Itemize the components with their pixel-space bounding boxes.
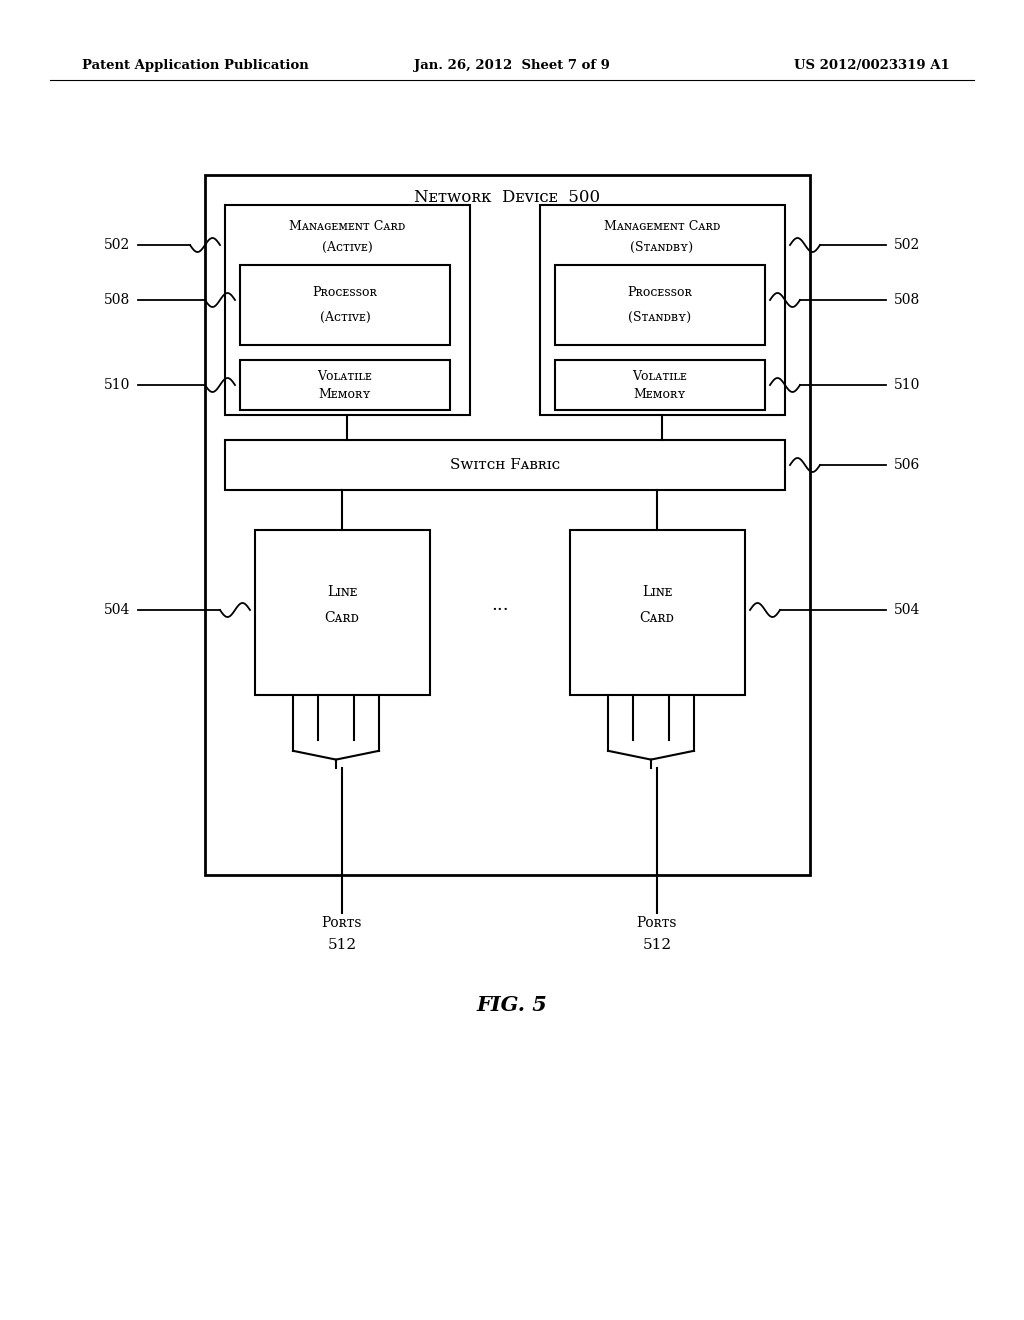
Text: 508: 508 bbox=[894, 293, 921, 308]
Text: 502: 502 bbox=[894, 238, 921, 252]
Text: 508: 508 bbox=[103, 293, 130, 308]
Text: 510: 510 bbox=[103, 378, 130, 392]
Bar bbox=[555, 360, 765, 411]
Text: 506: 506 bbox=[894, 458, 921, 473]
Bar bbox=[240, 265, 450, 345]
Text: Lɪɴᴇ: Lɪɴᴇ bbox=[327, 585, 357, 599]
Text: Lɪɴᴇ: Lɪɴᴇ bbox=[642, 585, 672, 599]
Bar bbox=[570, 531, 745, 696]
Text: Mᴀɴᴀɢᴇᴍᴇɴᴛ Cᴀʀᴅ: Mᴀɴᴀɢᴇᴍᴇɴᴛ Cᴀʀᴅ bbox=[604, 220, 720, 234]
Bar bbox=[255, 531, 430, 696]
Text: Vᴏʟᴀᴛɪʟᴇ: Vᴏʟᴀᴛɪʟᴇ bbox=[317, 370, 373, 383]
Bar bbox=[225, 205, 470, 414]
Text: Mᴇᴍᴏʀʏ: Mᴇᴍᴏʀʏ bbox=[634, 388, 686, 400]
Text: Mᴀɴᴀɢᴇᴍᴇɴᴛ Cᴀʀᴅ: Mᴀɴᴀɢᴇᴍᴇɴᴛ Cᴀʀᴅ bbox=[289, 220, 406, 234]
Bar bbox=[540, 205, 785, 414]
Text: 504: 504 bbox=[103, 603, 130, 616]
Bar bbox=[555, 265, 765, 345]
Text: 512: 512 bbox=[328, 939, 356, 952]
Text: ...: ... bbox=[492, 597, 509, 614]
Text: Cᴀʀᴅ: Cᴀʀᴅ bbox=[640, 611, 675, 624]
Bar bbox=[225, 440, 785, 490]
Text: (Aᴄᴛɪᴠᴇ): (Aᴄᴛɪᴠᴇ) bbox=[322, 240, 373, 253]
Text: Patent Application Publication: Patent Application Publication bbox=[82, 58, 309, 71]
Text: 504: 504 bbox=[894, 603, 921, 616]
Bar bbox=[240, 360, 450, 411]
Text: 512: 512 bbox=[642, 939, 672, 952]
Text: Nᴇᴛᴡᴏʀᴋ  Dᴇᴠɪᴄᴇ  500: Nᴇᴛᴡᴏʀᴋ Dᴇᴠɪᴄᴇ 500 bbox=[414, 189, 600, 206]
Text: Vᴏʟᴀᴛɪʟᴇ: Vᴏʟᴀᴛɪʟᴇ bbox=[633, 370, 687, 383]
Text: (Sᴛᴀɴᴅʙʏ): (Sᴛᴀɴᴅʙʏ) bbox=[631, 240, 693, 253]
Text: Pᴏʀᴛs: Pᴏʀᴛs bbox=[637, 916, 677, 931]
Text: Sᴡɪᴛᴄʜ Fᴀʙʀɪᴄ: Sᴡɪᴛᴄʜ Fᴀʙʀɪᴄ bbox=[450, 458, 560, 473]
Text: Pᴏʀᴛs: Pᴏʀᴛs bbox=[322, 916, 362, 931]
Text: US 2012/0023319 A1: US 2012/0023319 A1 bbox=[795, 58, 950, 71]
Text: (Sᴛᴀɴᴅʙʏ): (Sᴛᴀɴᴅʙʏ) bbox=[629, 310, 691, 323]
Text: Pʀᴏᴄᴇssᴏʀ: Pʀᴏᴄᴇssᴏʀ bbox=[312, 286, 378, 300]
Text: Pʀᴏᴄᴇssᴏʀ: Pʀᴏᴄᴇssᴏʀ bbox=[628, 286, 692, 300]
Text: Jan. 26, 2012  Sheet 7 of 9: Jan. 26, 2012 Sheet 7 of 9 bbox=[414, 58, 610, 71]
Text: Cᴀʀᴅ: Cᴀʀᴅ bbox=[325, 611, 359, 624]
Text: (Aᴄᴛɪᴠᴇ): (Aᴄᴛɪᴠᴇ) bbox=[319, 310, 371, 323]
Text: 510: 510 bbox=[894, 378, 921, 392]
Text: Mᴇᴍᴏʀʏ: Mᴇᴍᴏʀʏ bbox=[318, 388, 372, 400]
Text: 502: 502 bbox=[103, 238, 130, 252]
Text: FIG. 5: FIG. 5 bbox=[476, 995, 548, 1015]
Bar bbox=[205, 176, 810, 875]
